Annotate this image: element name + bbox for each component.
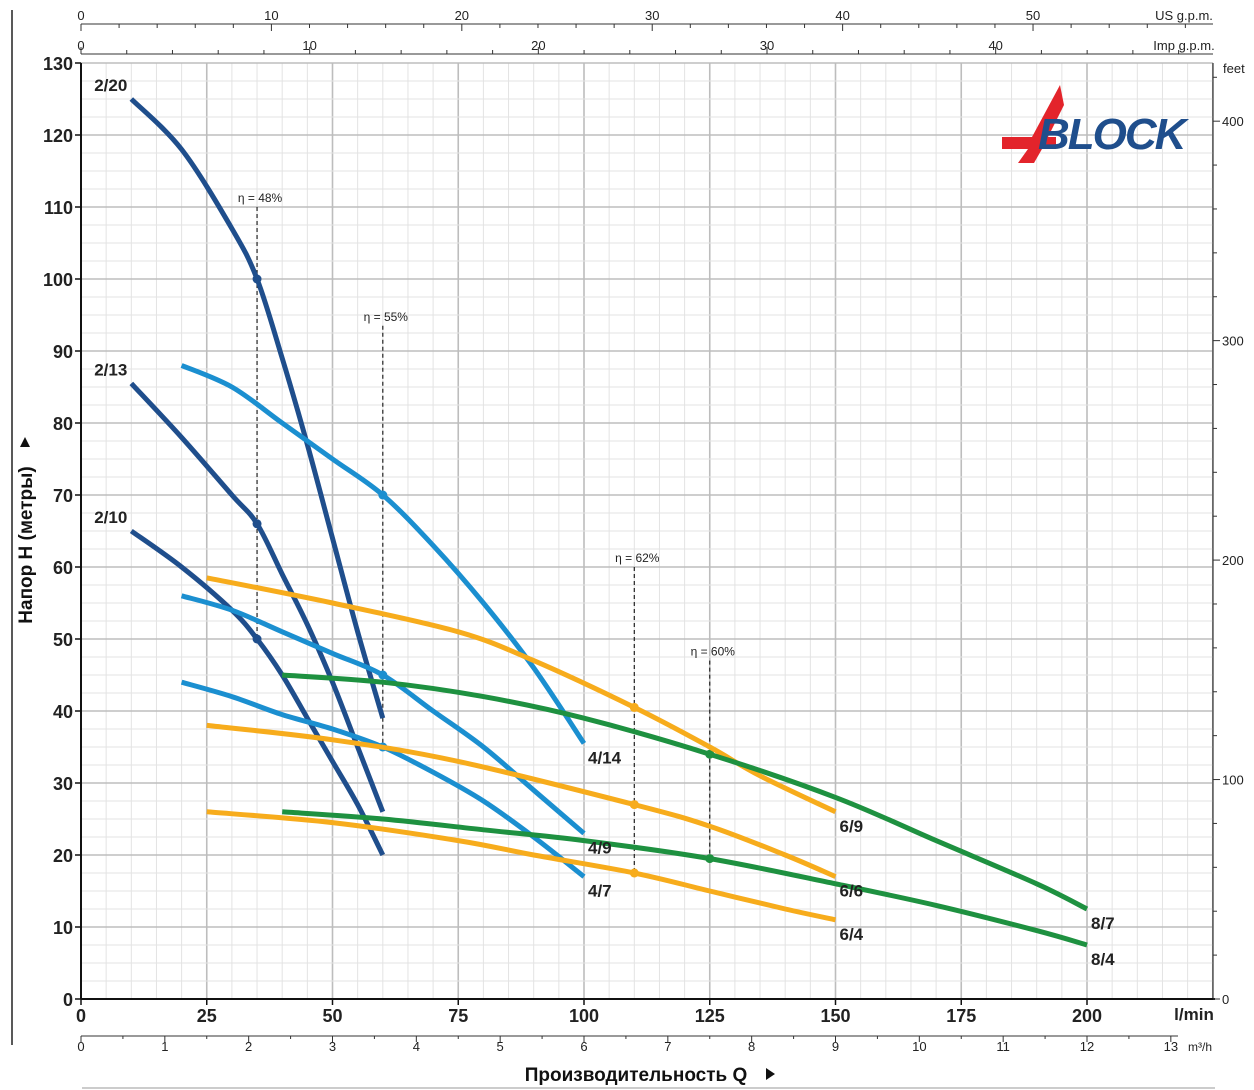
imp-gpm-tick-label: 30 — [760, 38, 774, 53]
y-tick-label: 10 — [53, 918, 73, 938]
m3h-unit-label: m³/h — [1188, 1040, 1212, 1054]
imp-gpm-tick-label: 0 — [77, 38, 84, 53]
logo-text: BLOCK — [1038, 110, 1190, 159]
m3h-tick-label: 7 — [664, 1039, 671, 1054]
efficiency-label: η = 60% — [691, 645, 736, 659]
m3h-tick-label: 2 — [245, 1039, 252, 1054]
us-gpm-tick-label: 30 — [645, 8, 659, 23]
y-tick-label: 30 — [53, 774, 73, 794]
us-gpm-tick-label: 20 — [455, 8, 469, 23]
series-line-8-4 — [282, 809, 1088, 948]
y-tick-label: 100 — [43, 270, 73, 290]
efficiency-label: η = 55% — [364, 310, 409, 324]
efficiency-markers: η = 48% η = 55% η = 62% η = 60% — [238, 191, 735, 878]
series-line-6-6 — [206, 722, 837, 879]
series-line-6-4 — [206, 809, 837, 923]
series-label-8-7: 8/7 — [1091, 914, 1115, 933]
y-tick-label: 70 — [53, 486, 73, 506]
series-label-6-4: 6/4 — [840, 925, 864, 944]
imp-gpm-unit-label: Imp g.p.m. — [1153, 38, 1214, 53]
logo-four-glyph — [1002, 85, 1064, 163]
x-tick-label: 150 — [820, 1006, 850, 1026]
x-tick-label: 75 — [448, 1006, 468, 1026]
x-tick-label: 50 — [322, 1006, 342, 1026]
feet-tick-label: 0 — [1222, 992, 1229, 1007]
m3h-tick-label: 6 — [580, 1039, 587, 1054]
y-axis-arrow-icon — [20, 437, 30, 447]
us-gpm-tick-label: 0 — [77, 8, 84, 23]
series-lines — [129, 97, 1089, 948]
feet-unit-label: feet — [1223, 61, 1245, 76]
series-line-2-13 — [129, 381, 386, 813]
y-tick-label: 40 — [53, 702, 73, 722]
series-line-2-10 — [129, 528, 386, 857]
m3h-tick-label: 4 — [413, 1039, 420, 1054]
x-tick-label: 200 — [1072, 1006, 1102, 1026]
series-label-4-9: 4/9 — [588, 838, 612, 857]
efficiency-label: η = 62% — [615, 551, 660, 565]
m3h-tick-label: 13 — [1164, 1039, 1178, 1054]
x-tick-label: 125 — [695, 1006, 725, 1026]
y-tick-label: 60 — [53, 558, 73, 578]
x-unit-label: l/min — [1174, 1005, 1214, 1024]
feet-tick-label: 300 — [1222, 334, 1244, 349]
brand-logo: BLOCK — [1002, 85, 1192, 163]
series-label-4-7: 4/7 — [588, 882, 612, 901]
m3h-tick-label: 5 — [497, 1039, 504, 1054]
y-tick-label: 110 — [44, 198, 73, 218]
m3h-tick-label: 12 — [1080, 1039, 1094, 1054]
x-tick-label: 175 — [946, 1006, 976, 1026]
series-label-8-4: 8/4 — [1091, 950, 1115, 969]
x-axis-arrow-icon — [766, 1068, 775, 1080]
m3h-tick-label: 3 — [329, 1039, 336, 1054]
series-labels: 2/20 2/13 2/10 4/14 4/9 4/7 6/9 6/6 6/4 8/7 8/4 — [94, 76, 1115, 969]
m3h-tick-label: 8 — [748, 1039, 755, 1054]
y-tick-label: 0 — [63, 990, 73, 1010]
series-label-2-10: 2/10 — [94, 508, 127, 527]
y-tick-label: 130 — [43, 54, 73, 74]
y-tick-label: 90 — [53, 342, 73, 362]
series-label-2-13: 2/13 — [94, 360, 127, 379]
x-tick-label: 0 — [76, 1006, 86, 1026]
series-label-6-6: 6/6 — [840, 882, 864, 901]
y-tick-label: 20 — [53, 846, 73, 866]
y-tick-label: 80 — [53, 414, 73, 434]
x-tick-label: 100 — [569, 1006, 599, 1026]
series-label-4-14: 4/14 — [588, 748, 622, 767]
m3h-tick-label: 10 — [912, 1039, 926, 1054]
y-axis-title: Напор H (метры) — [16, 466, 37, 623]
imp-gpm-tick-label: 20 — [531, 38, 545, 53]
series-line-4-9 — [180, 593, 586, 836]
us-gpm-tick-label: 10 — [264, 8, 278, 23]
us-gpm-unit-label: US g.p.m. — [1155, 8, 1213, 23]
x-tick-label: 25 — [197, 1006, 217, 1026]
series-line-8-7 — [282, 672, 1089, 912]
series-label-2-20: 2/20 — [94, 76, 127, 95]
feet-tick-label: 200 — [1222, 553, 1244, 568]
x-axis-title: Производительность Q — [525, 1065, 748, 1086]
imp-gpm-tick-label: 40 — [988, 38, 1002, 53]
imp-gpm-tick-label: 10 — [302, 38, 316, 53]
feet-tick-label: 400 — [1222, 114, 1244, 129]
m3h-tick-label: 9 — [832, 1039, 839, 1054]
feet-tick-label: 100 — [1222, 773, 1244, 788]
m3h-tick-label: 1 — [161, 1039, 168, 1054]
m3h-tick-label: 0 — [77, 1039, 84, 1054]
y-tick-label: 50 — [53, 630, 73, 650]
series-line-6-9 — [206, 575, 837, 815]
y-tick-label: 120 — [43, 126, 73, 146]
us-gpm-tick-label: 50 — [1026, 8, 1040, 23]
us-gpm-tick-label: 40 — [835, 8, 849, 23]
efficiency-label: η = 48% — [238, 191, 283, 205]
m3h-tick-label: 11 — [996, 1039, 1010, 1054]
series-label-6-9: 6/9 — [840, 817, 864, 836]
